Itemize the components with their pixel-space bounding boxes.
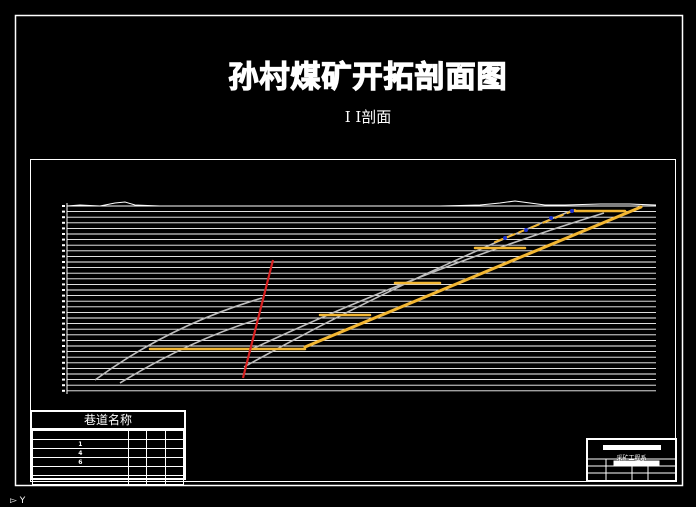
elevation-tick [62,289,65,291]
elevation-tick [62,373,65,375]
elevation-tick [62,283,65,286]
legend-cell [127,430,148,440]
legend-cell [146,448,166,458]
elevation-tick [62,345,65,347]
legend-row: 6 [32,457,185,467]
main-inclined-roadway [303,205,643,349]
elevation-tick [62,384,65,387]
elevation-tick [62,210,65,213]
legend-cell [146,457,166,467]
legend-cell [164,439,185,449]
elevation-tick [62,272,65,275]
legend-cell [146,430,166,440]
legend-row: 1 [32,439,185,449]
section-frame [30,159,676,482]
elevation-tick [62,221,65,224]
elevation-tick [62,378,65,381]
legend-cell [127,439,148,449]
legend-cell [127,475,148,485]
seam-line [119,317,263,384]
roadways [148,205,643,351]
elevation-tick [62,328,65,331]
elevation-tick [62,255,65,258]
upper-roadway [494,209,576,243]
elevation-tick [62,317,65,319]
ground-surface [66,200,657,207]
legend-cell: 1 [32,439,129,449]
legend-row: 4 [32,448,185,458]
outer-border [14,14,684,487]
elevation-tick [62,244,65,247]
legend-cell [164,430,185,440]
legend-row [32,466,185,476]
marker-point [549,216,553,220]
legend-cell [32,475,129,485]
legend-cell [164,466,185,476]
legend-row [32,430,185,440]
elevation-tick [62,277,65,280]
ucs-axis-icon: ▻ Y [10,496,26,506]
elevation-tick [62,356,65,359]
elevation-tick [62,300,65,303]
legend-cell: 4 [32,448,129,458]
elevation-tick [62,216,65,219]
seam-line [249,212,605,351]
elevation-tick [62,249,65,252]
legend-cell [127,448,148,458]
elevation-tick [62,361,65,364]
marker-point [570,209,574,213]
elevation-tick [62,350,65,353]
legend-cell [146,475,166,485]
marker-point [524,228,528,232]
elevation-tick [62,367,65,370]
legend-cell [146,439,166,449]
legend-cell [146,466,166,476]
elevation-tick [62,322,65,325]
elevation-tick [62,339,65,342]
elevation-tick [62,205,65,207]
legend-cell [32,430,129,440]
elevation-tick [62,294,65,297]
legend-cell [164,448,185,458]
marker-point [503,236,507,240]
elevation-tick [62,266,65,269]
elevation-tick [62,333,65,336]
legend-cell [127,457,148,467]
legend-cell [164,457,185,467]
legend-cell [164,475,185,485]
title-block: 采矿工程系 [586,438,677,482]
fault-line [241,259,275,379]
elevation-tick [62,305,65,308]
title-block-bar [603,445,661,450]
elevation-tick [62,233,65,235]
legend-row [32,475,185,485]
elevation-tick [62,311,65,314]
elevation-tick [62,389,65,392]
markers [503,209,574,240]
legend-cell [127,466,148,476]
legend-cell [32,466,129,476]
drawing-title: 孙村煤矿开拓剖面图 [228,59,508,95]
legend-title: 巷道名称 [32,412,184,430]
legend-cell: 6 [32,457,129,467]
elevation-tick [62,261,65,263]
seam-line [94,297,263,381]
elevation-tick [62,227,65,230]
section-subtitle: I I剖面 [344,108,392,126]
elevation-tick [62,238,65,241]
